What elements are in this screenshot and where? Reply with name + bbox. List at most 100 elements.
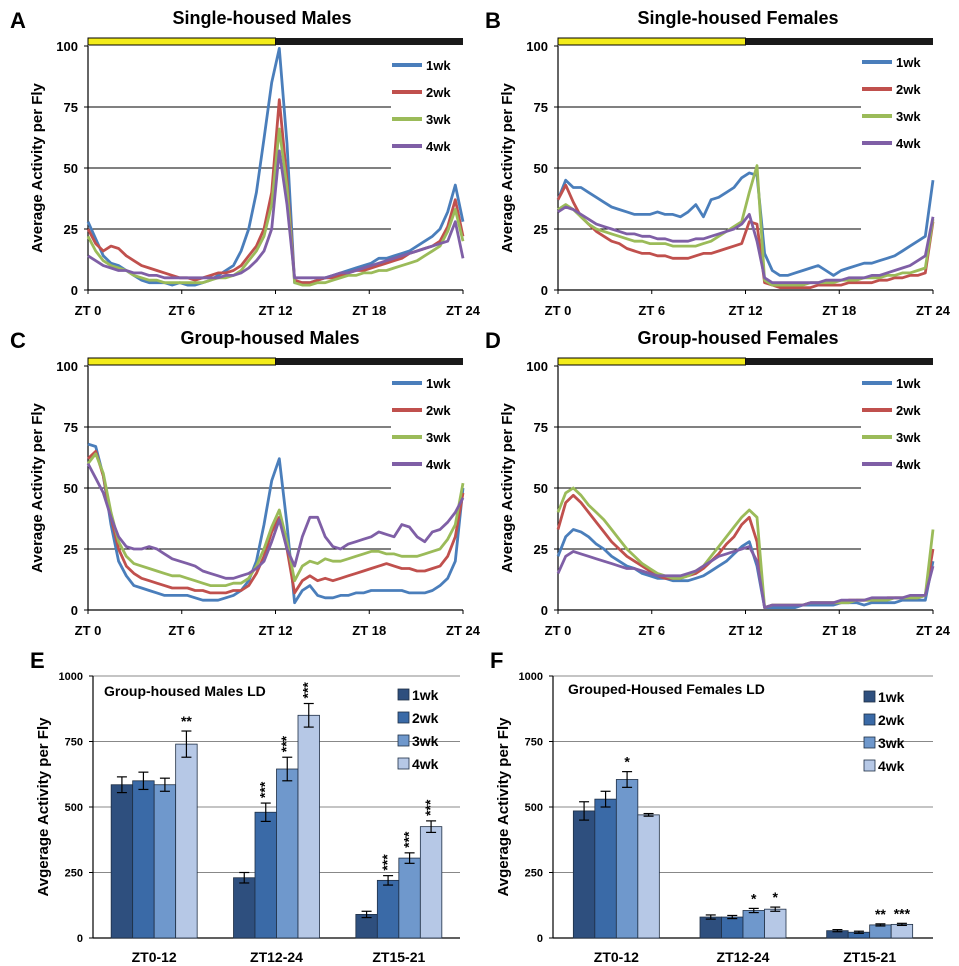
y-tick-label: 100	[56, 359, 78, 374]
chart-title: Group-housed Males LD	[104, 683, 266, 699]
chart-title: Grouped-Housed Females LD	[568, 681, 765, 697]
legend-label-2wk: 2wk	[426, 85, 451, 100]
significance-stars: ***	[422, 799, 438, 816]
panel-f: F 0 250 500 750 1000 Avgerage Activity per Fly…	[490, 648, 933, 965]
legend-label-3wk: 3wk	[896, 109, 921, 124]
bar-4wk	[637, 814, 660, 939]
legend-label-2wk: 2wk	[426, 403, 451, 418]
legend-swatch-1wk	[863, 690, 876, 703]
significance-stars: ***	[894, 905, 911, 921]
category-label: ZT12-24	[250, 949, 303, 965]
y-axis-label: Average Activity per Fly	[29, 82, 46, 252]
series-line-3wk	[86, 452, 465, 587]
legend-swatch-1wk	[397, 688, 410, 701]
legend-label-4wk: 4wk	[896, 457, 921, 472]
y-tick-label: 100	[526, 359, 548, 374]
series-line-1wk	[86, 47, 465, 287]
category-label: ZT15-21	[372, 949, 425, 965]
x-tick-label: ZT 24	[446, 303, 481, 318]
legend-label-4wk: 4wk	[878, 758, 905, 774]
panel-a: A Single-housed Males 0 25 50 75 100 ZT 0 ZT 6 ZT…	[10, 8, 481, 318]
x-tick-label: ZT 18	[352, 623, 386, 638]
x-tick-label: ZT 0	[545, 623, 572, 638]
y-tick-label: 50	[534, 161, 548, 176]
bar-3wk	[398, 857, 421, 939]
bar-4wk	[890, 923, 914, 939]
legend-label-3wk: 3wk	[878, 735, 905, 751]
x-tick-label: ZT 0	[75, 623, 102, 638]
bar-1wk	[699, 916, 722, 939]
y-tick-label: 0	[71, 283, 78, 298]
chart-title: Group-housed Females	[637, 328, 838, 348]
x-tick-label: ZT 12	[729, 623, 763, 638]
series-line-4wk	[86, 462, 465, 580]
bar-1wk	[233, 877, 256, 939]
y-tick-label: 500	[525, 802, 543, 814]
significance-stars: ***	[278, 735, 294, 752]
y-tick-label: 25	[64, 222, 78, 237]
x-tick-label: ZT 6	[638, 623, 665, 638]
y-tick-label: 75	[64, 420, 78, 435]
significance-stars: ***	[257, 781, 273, 798]
chart-title: Single-housed Males	[172, 8, 351, 28]
legend-label-3wk: 3wk	[412, 733, 439, 749]
legend-swatch-4wk	[863, 759, 876, 772]
dark-phase-bar	[275, 38, 463, 45]
y-axis-label: Average Activity per Fly	[499, 82, 516, 252]
chart-title: Single-housed Females	[637, 8, 838, 28]
x-tick-label: ZT 12	[259, 303, 293, 318]
series-line-4wk	[87, 149, 465, 280]
legend-swatch-2wk	[863, 713, 876, 726]
x-tick-label: ZT 18	[822, 623, 856, 638]
x-tick-label: ZT 24	[916, 623, 951, 638]
dark-phase-bar	[745, 38, 933, 45]
legend-label-4wk: 4wk	[426, 139, 451, 154]
category-label: ZT15-21	[843, 949, 896, 965]
panel-c: C Group-housed Males 0 25 50 75 100 ZT 0 ZT 6 ZT …	[10, 328, 481, 638]
series-line-3wk	[556, 486, 935, 609]
x-tick-label: ZT 6	[168, 303, 195, 318]
x-tick-label: ZT 18	[822, 303, 856, 318]
series-line-2wk	[86, 98, 465, 285]
category-label: ZT0-12	[132, 949, 177, 965]
panel-d: D Group-housed Females 0 25 50 75 100 ZT 0 ZT 6 Z…	[485, 328, 951, 638]
significance-stars: *	[751, 890, 757, 906]
y-axis-label: Average Activity per Fly	[29, 402, 46, 572]
legend-swatch-2wk	[397, 711, 410, 724]
y-tick-label: 25	[534, 222, 548, 237]
significance-stars: **	[181, 713, 192, 729]
legend-label-4wk: 4wk	[896, 136, 921, 151]
series-line-2wk	[87, 449, 465, 595]
series-line-4wk	[556, 545, 935, 609]
y-tick-label: 75	[534, 100, 548, 115]
bar-2wk	[132, 780, 155, 939]
bar-2wk	[594, 798, 617, 939]
y-tick-label: 50	[534, 481, 548, 496]
legend-label-3wk: 3wk	[426, 112, 451, 127]
legend-swatch-3wk	[397, 734, 410, 747]
series-line-3wk	[86, 127, 465, 287]
y-tick-label: 0	[541, 603, 548, 618]
y-tick-label: 25	[534, 542, 548, 557]
panel-e: E 0 250 500 750 1000 Avgerage Activity per Fly…	[30, 648, 460, 965]
dark-phase-bar	[745, 358, 933, 365]
x-tick-label: ZT 18	[352, 303, 386, 318]
significance-stars: ***	[379, 854, 395, 871]
bar-2wk	[376, 879, 400, 939]
significance-stars: *	[773, 889, 779, 905]
y-tick-label: 250	[65, 868, 83, 880]
legend-label-1wk: 1wk	[412, 687, 439, 703]
bar-4wk	[419, 826, 443, 939]
x-tick-label: ZT 6	[638, 303, 665, 318]
series-line-2wk	[556, 183, 935, 290]
panel-label: D	[485, 328, 501, 353]
x-tick-label: ZT 24	[916, 303, 951, 318]
legend-label-2wk: 2wk	[412, 710, 439, 726]
y-tick-label: 750	[525, 737, 543, 749]
bar-3wk	[869, 924, 892, 939]
bar-1wk	[110, 784, 134, 939]
legend-label-2wk: 2wk	[878, 712, 905, 728]
y-tick-label: 1000	[519, 671, 543, 683]
y-axis-label: Avgerage Activity per Fly	[35, 717, 52, 897]
y-axis-label: Average Activity per Fly	[499, 402, 516, 572]
